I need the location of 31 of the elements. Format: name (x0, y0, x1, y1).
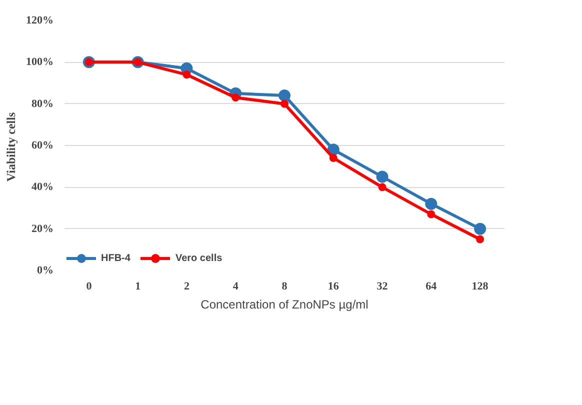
x-tick-label: 128 (472, 280, 489, 292)
x-tick-label: 4 (232, 280, 239, 292)
y-tick-label: 100% (26, 56, 54, 68)
point (476, 235, 484, 244)
y-tick-label: 0% (37, 264, 54, 276)
legend-label: Vero cells (175, 252, 222, 264)
x-tick-label: 2 (184, 280, 190, 292)
y-tick-label: 80% (32, 98, 54, 110)
x-tick-label: 32 (376, 280, 388, 292)
point (278, 90, 290, 102)
point (474, 222, 486, 235)
point (232, 94, 240, 102)
point (329, 154, 338, 162)
point (427, 210, 436, 218)
point (376, 170, 388, 183)
y-tick-label: 120% (26, 14, 54, 26)
x-tick-label: 64 (426, 280, 438, 292)
y-tick-label: 40% (32, 181, 54, 194)
y-tick-label: 20% (32, 222, 54, 235)
legend-label: HFB-4 (101, 252, 130, 264)
x-tick-label: 16 (328, 280, 340, 292)
point (280, 100, 288, 108)
x-axis-title: Concentration of ZnoNPs µg/ml (200, 298, 368, 312)
x-tick-label: 8 (282, 280, 288, 292)
x-tick-label: 0 (86, 280, 92, 292)
point (425, 198, 438, 210)
point (378, 183, 386, 192)
x-tick-label: 1 (135, 280, 141, 292)
y-tick-label: 60% (32, 140, 54, 152)
y-axis-title: Viability cells (4, 112, 18, 182)
point (182, 70, 191, 79)
